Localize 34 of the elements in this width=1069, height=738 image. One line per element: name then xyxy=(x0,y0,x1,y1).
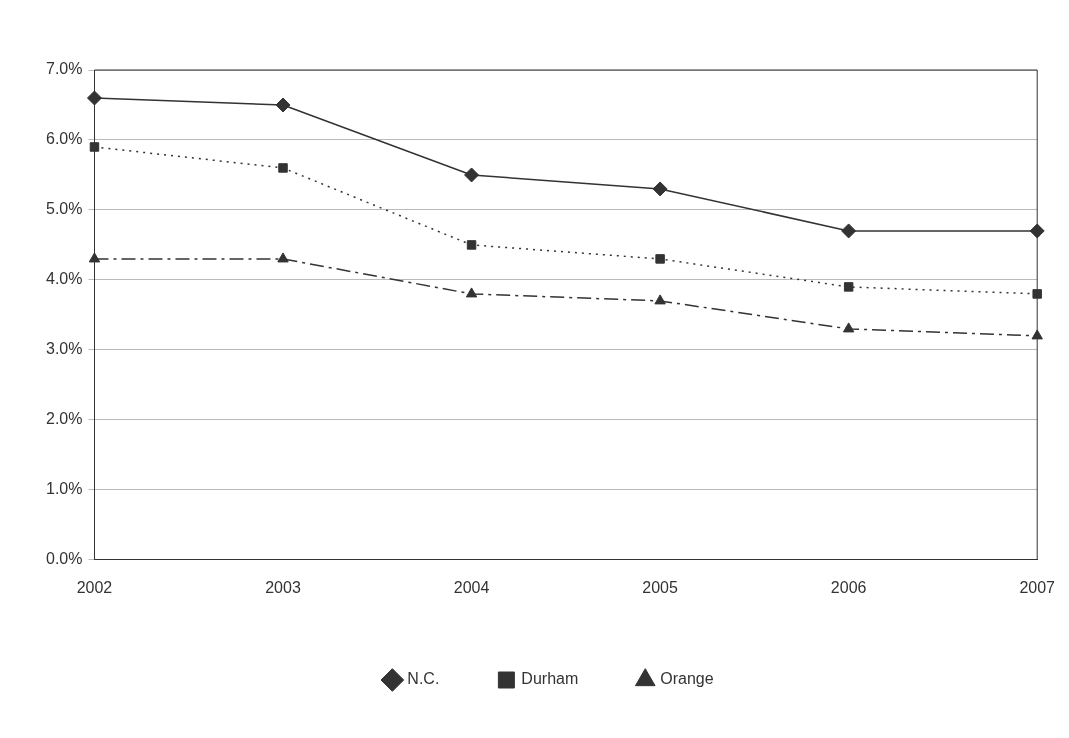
x-tick-label: 2005 xyxy=(642,578,679,596)
point xyxy=(654,294,666,305)
point xyxy=(1031,329,1043,340)
point xyxy=(465,287,478,298)
point xyxy=(1032,289,1042,299)
point xyxy=(466,240,477,250)
point xyxy=(1029,223,1045,239)
y-tick-label: 3.0% xyxy=(46,340,83,358)
legend-label: N.C. xyxy=(407,670,440,688)
y-tick-label: 0.0% xyxy=(46,550,83,568)
y-tick-label: 4.0% xyxy=(46,270,83,288)
y-tick-label: 7.0% xyxy=(46,60,83,78)
y-tick-label: 2.0% xyxy=(46,410,83,428)
point xyxy=(655,254,665,264)
point xyxy=(843,282,854,292)
point xyxy=(278,163,288,173)
point xyxy=(464,167,480,183)
x-tick-label: 2006 xyxy=(830,578,867,596)
point xyxy=(86,90,102,106)
x-tick-label: 2002 xyxy=(76,578,113,596)
y-tick-label: 6.0% xyxy=(46,130,83,148)
y-tick-label: 1.0% xyxy=(46,480,83,498)
x-tick-label: 2003 xyxy=(265,578,301,596)
point xyxy=(277,252,289,263)
legend-label: Durham xyxy=(521,670,579,688)
point xyxy=(842,322,855,333)
x-tick-label: 2004 xyxy=(453,578,490,596)
legend-label: Orange xyxy=(660,670,714,688)
point xyxy=(841,223,857,239)
point xyxy=(88,252,101,263)
point xyxy=(652,181,668,197)
point xyxy=(275,97,291,113)
x-tick-label: 2007 xyxy=(1019,578,1056,596)
y-tick-label: 5.0% xyxy=(46,200,83,218)
